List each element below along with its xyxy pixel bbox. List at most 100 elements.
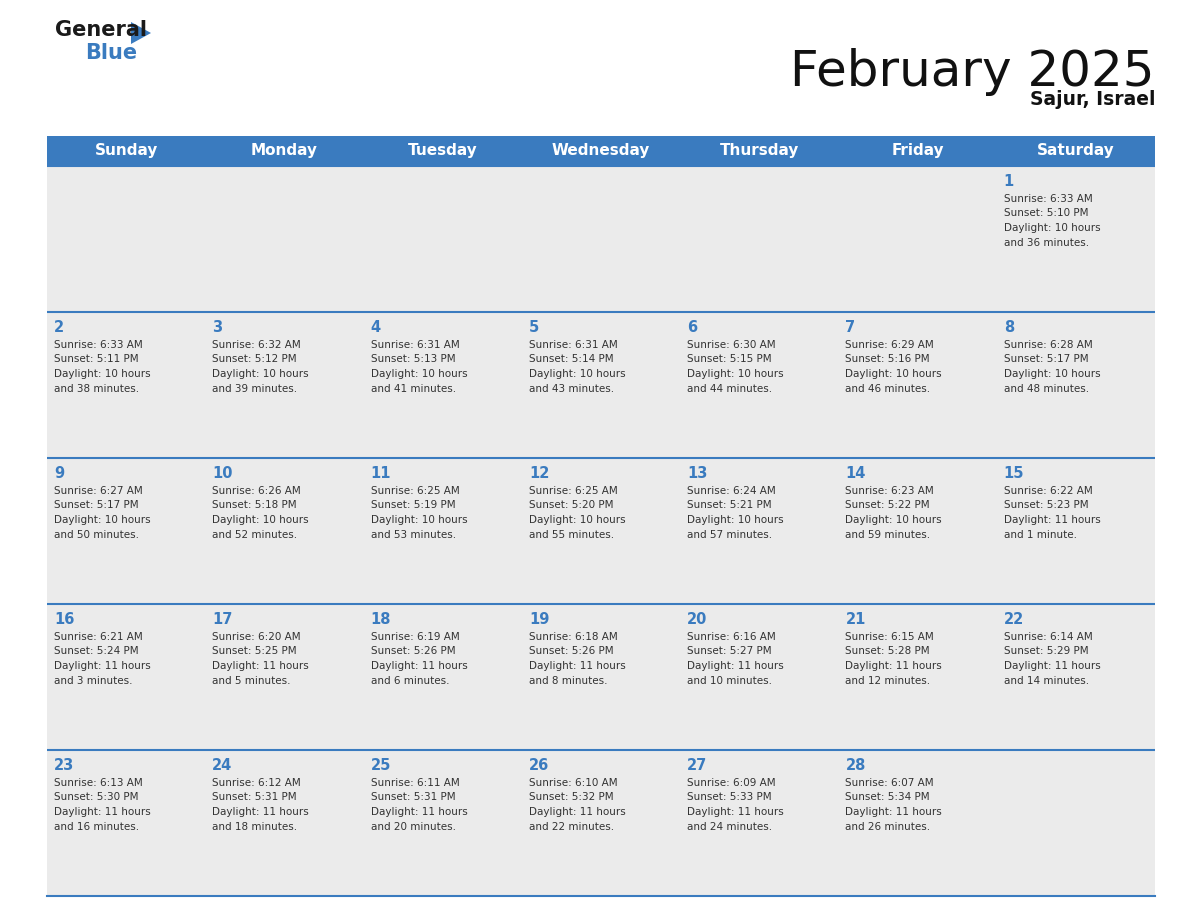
Text: Sunset: 5:28 PM: Sunset: 5:28 PM	[846, 646, 930, 656]
Text: Daylight: 10 hours: Daylight: 10 hours	[53, 369, 151, 379]
Bar	[206, 604, 364, 750]
Text: and 57 minutes.: and 57 minutes.	[687, 530, 772, 540]
Text: and 22 minutes.: and 22 minutes.	[529, 822, 614, 832]
Text: Sunset: 5:31 PM: Sunset: 5:31 PM	[213, 792, 297, 802]
Text: Sunset: 5:29 PM: Sunset: 5:29 PM	[1004, 646, 1088, 656]
Text: and 1 minute.: and 1 minute.	[1004, 530, 1076, 540]
Bar	[364, 458, 522, 604]
Bar	[206, 136, 364, 166]
Text: Sunset: 5:22 PM: Sunset: 5:22 PM	[846, 500, 930, 510]
Text: and 6 minutes.: and 6 minutes.	[371, 676, 449, 686]
Bar	[839, 166, 997, 312]
Text: and 50 minutes.: and 50 minutes.	[53, 530, 139, 540]
Text: Sunset: 5:24 PM: Sunset: 5:24 PM	[53, 646, 139, 656]
Text: Sunset: 5:30 PM: Sunset: 5:30 PM	[53, 792, 139, 802]
Text: Daylight: 11 hours: Daylight: 11 hours	[846, 807, 942, 817]
Text: Sunset: 5:18 PM: Sunset: 5:18 PM	[213, 500, 297, 510]
Text: and 43 minutes.: and 43 minutes.	[529, 384, 614, 394]
Text: Blue: Blue	[86, 43, 137, 63]
Text: Daylight: 11 hours: Daylight: 11 hours	[371, 807, 467, 817]
Text: Sunset: 5:14 PM: Sunset: 5:14 PM	[529, 354, 613, 364]
Bar	[206, 750, 364, 896]
Text: 4: 4	[371, 320, 380, 335]
Text: Sunrise: 6:24 AM: Sunrise: 6:24 AM	[687, 486, 776, 496]
Text: and 24 minutes.: and 24 minutes.	[687, 822, 772, 832]
Text: Sunset: 5:21 PM: Sunset: 5:21 PM	[687, 500, 772, 510]
Bar	[364, 604, 522, 750]
Text: and 36 minutes.: and 36 minutes.	[1004, 238, 1089, 248]
Text: 16: 16	[53, 612, 75, 627]
Text: and 3 minutes.: and 3 minutes.	[53, 676, 133, 686]
Text: Sunrise: 6:16 AM: Sunrise: 6:16 AM	[687, 632, 776, 642]
Text: Sunrise: 6:07 AM: Sunrise: 6:07 AM	[846, 778, 934, 788]
Text: Sunset: 5:32 PM: Sunset: 5:32 PM	[529, 792, 613, 802]
Text: Daylight: 10 hours: Daylight: 10 hours	[371, 369, 467, 379]
Text: Sunrise: 6:23 AM: Sunrise: 6:23 AM	[846, 486, 934, 496]
Bar	[522, 312, 681, 458]
Text: 18: 18	[371, 612, 391, 627]
Text: Sunrise: 6:31 AM: Sunrise: 6:31 AM	[529, 340, 618, 350]
Text: and 38 minutes.: and 38 minutes.	[53, 384, 139, 394]
Bar	[206, 312, 364, 458]
Text: 3: 3	[213, 320, 222, 335]
Bar	[364, 750, 522, 896]
Text: Daylight: 10 hours: Daylight: 10 hours	[687, 515, 784, 525]
Text: and 26 minutes.: and 26 minutes.	[846, 822, 930, 832]
Text: Sunset: 5:34 PM: Sunset: 5:34 PM	[846, 792, 930, 802]
Text: Sunrise: 6:09 AM: Sunrise: 6:09 AM	[687, 778, 776, 788]
Text: Wednesday: Wednesday	[551, 143, 650, 159]
Text: Daylight: 11 hours: Daylight: 11 hours	[53, 661, 151, 671]
Text: Monday: Monday	[251, 143, 318, 159]
Bar	[997, 604, 1155, 750]
Text: and 10 minutes.: and 10 minutes.	[687, 676, 772, 686]
Text: Sunrise: 6:12 AM: Sunrise: 6:12 AM	[213, 778, 301, 788]
Text: General: General	[55, 20, 147, 40]
Text: 26: 26	[529, 758, 549, 773]
Text: 24: 24	[213, 758, 233, 773]
Bar	[48, 312, 206, 458]
Text: and 52 minutes.: and 52 minutes.	[213, 530, 297, 540]
Text: 17: 17	[213, 612, 233, 627]
Text: Daylight: 11 hours: Daylight: 11 hours	[1004, 515, 1100, 525]
Bar	[839, 136, 997, 166]
Text: and 5 minutes.: and 5 minutes.	[213, 676, 291, 686]
Bar	[681, 166, 839, 312]
Text: Daylight: 10 hours: Daylight: 10 hours	[213, 369, 309, 379]
Text: Sunrise: 6:25 AM: Sunrise: 6:25 AM	[371, 486, 460, 496]
Bar	[206, 458, 364, 604]
Bar	[48, 750, 206, 896]
Polygon shape	[131, 22, 151, 44]
Text: Sunrise: 6:25 AM: Sunrise: 6:25 AM	[529, 486, 618, 496]
Text: 5: 5	[529, 320, 539, 335]
Text: and 18 minutes.: and 18 minutes.	[213, 822, 297, 832]
Bar	[364, 136, 522, 166]
Text: Daylight: 11 hours: Daylight: 11 hours	[1004, 661, 1100, 671]
Bar	[839, 312, 997, 458]
Bar	[839, 604, 997, 750]
Text: 6: 6	[687, 320, 697, 335]
Text: and 44 minutes.: and 44 minutes.	[687, 384, 772, 394]
Text: 13: 13	[687, 466, 708, 481]
Text: Daylight: 10 hours: Daylight: 10 hours	[371, 515, 467, 525]
Text: Sunrise: 6:11 AM: Sunrise: 6:11 AM	[371, 778, 460, 788]
Bar	[522, 166, 681, 312]
Text: February 2025: February 2025	[790, 48, 1155, 96]
Bar	[364, 312, 522, 458]
Text: Daylight: 10 hours: Daylight: 10 hours	[1004, 223, 1100, 233]
Text: 11: 11	[371, 466, 391, 481]
Text: Sunrise: 6:28 AM: Sunrise: 6:28 AM	[1004, 340, 1093, 350]
Text: Sunrise: 6:29 AM: Sunrise: 6:29 AM	[846, 340, 934, 350]
Text: Sunrise: 6:26 AM: Sunrise: 6:26 AM	[213, 486, 301, 496]
Text: Daylight: 10 hours: Daylight: 10 hours	[213, 515, 309, 525]
Text: and 8 minutes.: and 8 minutes.	[529, 676, 607, 686]
Bar	[522, 604, 681, 750]
Text: 2: 2	[53, 320, 64, 335]
Bar	[997, 458, 1155, 604]
Text: and 39 minutes.: and 39 minutes.	[213, 384, 297, 394]
Text: Daylight: 10 hours: Daylight: 10 hours	[846, 369, 942, 379]
Text: Sunset: 5:27 PM: Sunset: 5:27 PM	[687, 646, 772, 656]
Text: Sunrise: 6:33 AM: Sunrise: 6:33 AM	[53, 340, 143, 350]
Text: and 14 minutes.: and 14 minutes.	[1004, 676, 1089, 686]
Text: Sunset: 5:26 PM: Sunset: 5:26 PM	[529, 646, 613, 656]
Text: Sunset: 5:12 PM: Sunset: 5:12 PM	[213, 354, 297, 364]
